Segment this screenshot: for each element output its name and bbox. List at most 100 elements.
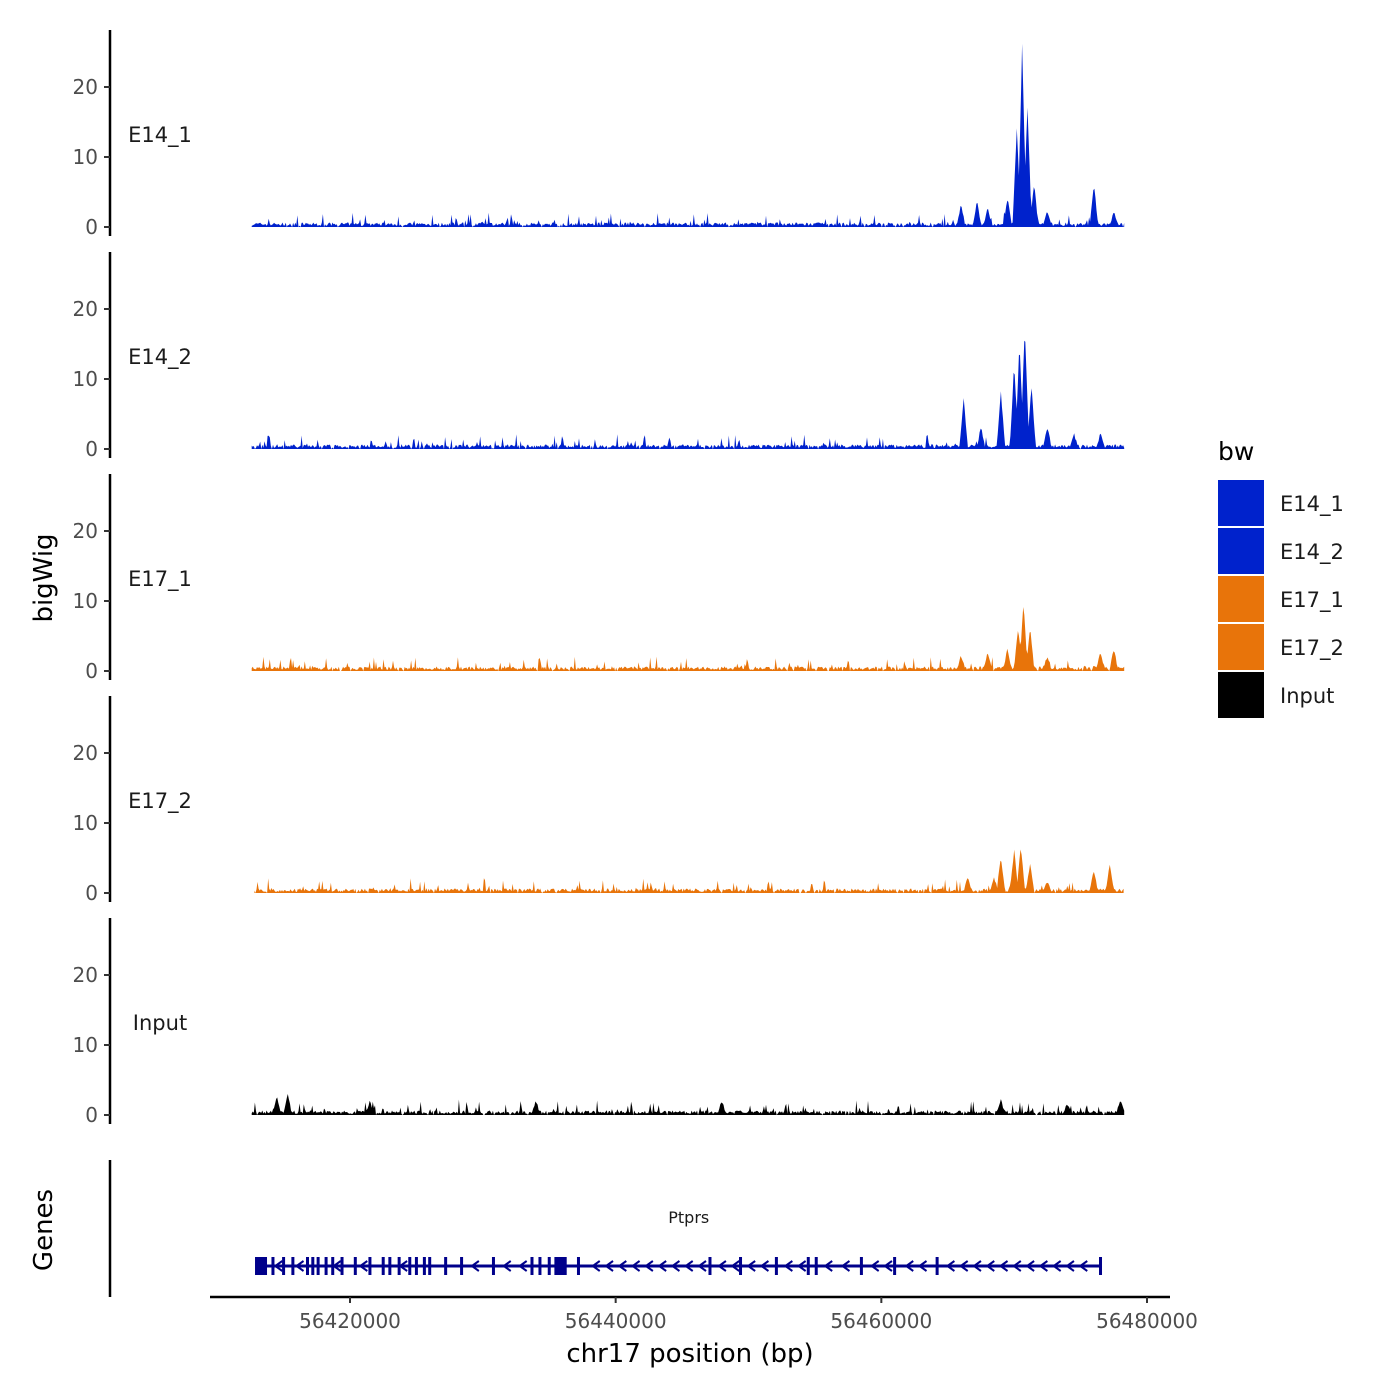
x-axis-title: chr17 position (bp) <box>566 1339 813 1369</box>
gene-exon <box>554 1257 558 1275</box>
gene-annotation-panel: Ptprs <box>108 1160 1103 1297</box>
gene-strand-chevron <box>1078 1260 1088 1272</box>
gene-exon <box>491 1257 495 1275</box>
gene-exon <box>814 1257 818 1275</box>
gene-exon-block <box>255 1257 268 1275</box>
y-tick-label: 10 <box>73 145 98 169</box>
y-tick-label: 0 <box>85 215 98 239</box>
y-tick-label: 20 <box>73 75 98 99</box>
gene-exon <box>414 1257 418 1275</box>
track-E14_1: 0 10 20 E14_1 <box>73 30 1125 239</box>
y-tick-label: 10 <box>73 589 98 613</box>
track-label: Input <box>133 1011 187 1035</box>
legend-swatch-E17_2 <box>1218 624 1264 670</box>
gene-strand-chevron <box>331 1260 342 1272</box>
gene-exon <box>311 1257 315 1275</box>
gene-strand-chevron <box>904 1260 914 1272</box>
gene-strand-chevron <box>273 1260 283 1272</box>
x-tick-label: 56440000 <box>565 1309 667 1333</box>
y-tick-label: 0 <box>85 437 98 461</box>
gene-exon <box>739 1257 743 1275</box>
gene-exon <box>324 1257 328 1275</box>
gene-strand-chevron <box>783 1260 793 1272</box>
y-tick-label: 0 <box>85 1103 98 1127</box>
x-tick-label: 56420000 <box>299 1309 401 1333</box>
legend-label-E14_1: E14_1 <box>1280 492 1344 517</box>
gene-strand-chevron <box>1012 1260 1022 1272</box>
gene-exon <box>353 1257 357 1275</box>
track-Input: 0 10 20 Input <box>73 918 1125 1127</box>
gene-strand-chevron <box>796 1260 807 1272</box>
gene-strand-chevron <box>670 1260 681 1272</box>
gene-strand-chevron <box>1038 1260 1048 1272</box>
y-tick-label: 20 <box>73 297 98 321</box>
signal-area-E14_1 <box>251 43 1125 227</box>
genes-axis-title: Genes <box>29 1189 59 1271</box>
y-tick-label: 0 <box>85 881 98 905</box>
gene-strand-chevron <box>958 1260 969 1272</box>
gene-strand-chevron <box>945 1260 955 1272</box>
gene-strand-chevron <box>1051 1260 1062 1272</box>
gene-exon <box>935 1257 939 1275</box>
gene-exon <box>316 1257 320 1275</box>
gene-strand-chevron <box>759 1260 770 1272</box>
legend-swatch-Input <box>1218 672 1264 718</box>
gene-exon <box>806 1257 810 1275</box>
y-tick-label: 20 <box>73 963 98 987</box>
x-tick-label: 56460000 <box>830 1309 932 1333</box>
gene-strand-chevron <box>617 1260 627 1272</box>
gene-strand-chevron <box>972 1260 982 1272</box>
track-label: E17_1 <box>128 567 192 592</box>
legend-swatch-E14_1 <box>1218 480 1264 526</box>
gene-exon <box>388 1257 392 1275</box>
gene-exon <box>428 1257 432 1275</box>
y-axis-title: bigWig <box>29 533 59 622</box>
track-label: E14_1 <box>128 123 192 148</box>
gene-strand-chevron <box>697 1260 707 1272</box>
gene-exon <box>444 1257 448 1275</box>
gene-strand-chevron <box>398 1260 408 1272</box>
legend: bw E14_1 E14_2 E17_1 E17_2 Input <box>1218 437 1344 718</box>
gene-strand-chevron <box>1025 1260 1035 1272</box>
legend-label-Input: Input <box>1280 684 1334 708</box>
gene-exon <box>408 1257 412 1275</box>
gene-strand-chevron <box>717 1260 727 1272</box>
gene-exon <box>340 1257 344 1275</box>
gene-exon <box>368 1257 372 1275</box>
gene-exon <box>422 1257 426 1275</box>
signal-area-E17_1 <box>251 607 1125 671</box>
signal-area-E17_2 <box>254 849 1124 893</box>
gene-strand-chevron <box>630 1260 641 1272</box>
gene-strand-chevron <box>294 1260 305 1272</box>
track-label: E14_2 <box>128 345 192 370</box>
legend-label-E14_2: E14_2 <box>1280 540 1344 565</box>
gene-strand-chevron <box>840 1260 851 1272</box>
gene-strand-chevron <box>998 1260 1009 1272</box>
gene-exon <box>576 1257 580 1275</box>
gene-exon <box>538 1257 542 1275</box>
legend-label-E17_1: E17_1 <box>1280 588 1344 613</box>
gene-strand-chevron <box>746 1260 756 1272</box>
gene-exon <box>291 1257 295 1275</box>
gene-strand-chevron <box>684 1260 694 1272</box>
gene-exon <box>859 1257 863 1275</box>
gene-strand-chevron <box>358 1260 368 1272</box>
signal-area-Input <box>251 1094 1125 1115</box>
gene-strand-chevron <box>604 1260 614 1272</box>
legend-label-E17_2: E17_2 <box>1280 636 1344 661</box>
gene-exon <box>893 1257 897 1275</box>
legend-swatch-E17_1 <box>1218 576 1264 622</box>
gene-exon <box>1099 1257 1103 1275</box>
track-E17_1: 0 10 20 E17_1 <box>73 474 1125 683</box>
gene-exon <box>282 1257 286 1275</box>
y-tick-label: 20 <box>73 519 98 543</box>
signal-tracks: 0 10 20 E14_1 0 10 20 E14_2 0 10 20 E17_1 0 10 20 E17_2… <box>73 30 1125 1127</box>
gene-name-label: Ptprs <box>668 1208 709 1227</box>
track-E14_2: 0 10 20 E14_2 <box>73 252 1125 461</box>
gene-strand-chevron <box>883 1260 893 1272</box>
gene-exon <box>547 1257 551 1275</box>
gene-strand-chevron <box>502 1260 512 1272</box>
gene-strand-chevron <box>644 1260 654 1272</box>
x-axis: 56420000 56440000 56460000 56480000 <box>210 1295 1198 1333</box>
